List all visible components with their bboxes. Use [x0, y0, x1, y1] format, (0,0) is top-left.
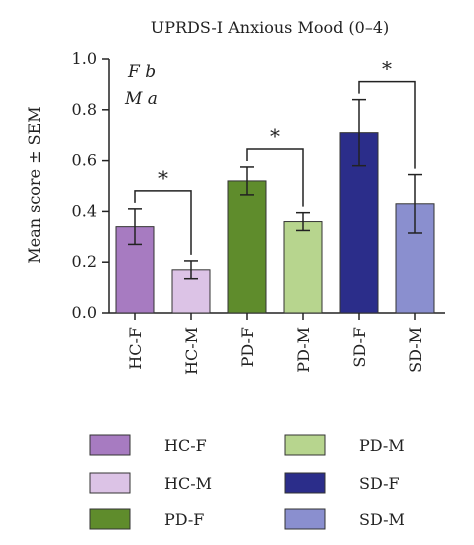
- x-tick-label: SD-M: [406, 327, 425, 373]
- legend-swatch: [89, 434, 131, 456]
- legend-label: PD-F: [164, 510, 204, 529]
- x-tick-label: PD-F: [238, 327, 257, 367]
- y-axis-label: Mean score ± SEM: [25, 106, 44, 263]
- y-tick-label: 0.2: [72, 252, 97, 271]
- legend-swatch: [89, 472, 131, 494]
- significance-star: *: [382, 57, 392, 81]
- bar-pd-m: [283, 221, 323, 314]
- legend-swatch: [284, 508, 326, 530]
- y-tick-label: 0.0: [72, 303, 97, 322]
- significance-star: *: [270, 124, 280, 148]
- x-tick-label: PD-M: [294, 327, 313, 373]
- legend-label: PD-M: [359, 436, 405, 455]
- legend-label: SD-F: [359, 474, 400, 493]
- annotation-m: M a: [124, 89, 158, 109]
- significance-bracket: [134, 190, 192, 255]
- bar-pd-f: [227, 180, 267, 314]
- y-tick-label: 0.4: [72, 201, 97, 220]
- axes: 0.0 0.2 0.4 0.6 0.8 1.0: [72, 49, 445, 322]
- significance-bracket: [246, 148, 304, 207]
- legend-label: HC-F: [164, 436, 207, 455]
- legend: HC-F HC-M PD-F PD-M SD-F SD-M: [89, 434, 405, 530]
- x-tick-label: HC-M: [182, 327, 201, 375]
- y-tick-label: 0.8: [72, 100, 97, 119]
- significance-brackets: * * *: [134, 57, 416, 255]
- legend-label: HC-M: [164, 474, 212, 493]
- legend-swatch: [284, 434, 326, 456]
- significance-star: *: [158, 166, 168, 190]
- y-tick-label: 1.0: [72, 49, 97, 68]
- legend-swatch: [284, 472, 326, 494]
- annotation-f: F b: [127, 62, 156, 82]
- x-tick-label: HC-F: [126, 327, 145, 370]
- x-tick-label: SD-F: [350, 327, 369, 368]
- bars: HC-F HC-M PD-F PD-M SD-F SD-M: [115, 98, 435, 375]
- legend-swatch: [89, 508, 131, 530]
- legend-label: SD-M: [359, 510, 405, 529]
- significance-bracket: [358, 80, 416, 169]
- chart-title: UPRDS-I Anxious Mood (0–4): [151, 18, 390, 37]
- y-tick-label: 0.6: [72, 151, 97, 170]
